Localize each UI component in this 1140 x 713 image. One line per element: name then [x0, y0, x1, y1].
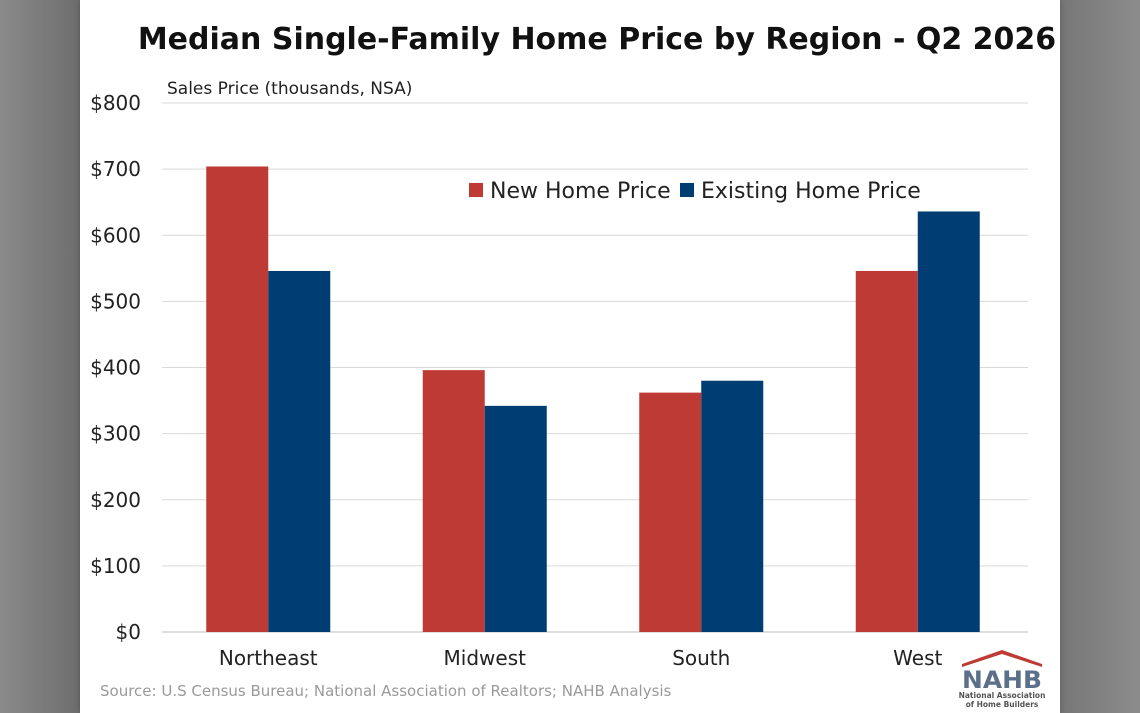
nahb-logo: NAHB National Association of Home Builde…: [959, 650, 1046, 709]
y-axis-ticks: $0 $100 $200 $300 $400 $500 $600 $700 $800: [90, 91, 141, 644]
source-note: Source: U.S Census Bureau; National Asso…: [100, 682, 672, 700]
x-axis-categories: Northeast Midwest South West: [219, 646, 943, 670]
bar-west-existing: [917, 211, 980, 632]
legend: New Home Price Existing Home Price: [469, 179, 921, 204]
bars: [206, 166, 980, 633]
logo-line1: National Association: [959, 691, 1046, 700]
y-tick-label: $200: [90, 488, 141, 512]
y-tick-label: $0: [116, 620, 141, 644]
bar-midwest-new: [422, 370, 485, 632]
bar-northeast-existing: [268, 270, 331, 632]
x-category-label: Midwest: [444, 646, 527, 670]
x-category-label: Northeast: [219, 646, 318, 670]
x-category-label: South: [672, 646, 730, 670]
bar-midwest-existing: [484, 405, 547, 632]
bar-south-new: [639, 392, 702, 632]
y-tick-label: $300: [90, 422, 141, 446]
y-tick-label: $600: [90, 223, 141, 247]
x-category-label: West: [893, 646, 942, 670]
y-tick-label: $700: [90, 157, 141, 181]
y-tick-label: $100: [90, 554, 141, 578]
logo-acronym: NAHB: [962, 666, 1042, 694]
logo-line2: of Home Builders: [966, 700, 1039, 709]
bar-northeast-new: [206, 166, 269, 633]
legend-swatch: [469, 183, 483, 197]
y-axis-label: Sales Price (thousands, NSA): [167, 79, 412, 99]
legend-label: New Home Price: [490, 179, 671, 204]
bar-west-new: [855, 270, 918, 632]
y-tick-label: $500: [90, 289, 141, 313]
legend-label: Existing Home Price: [701, 179, 921, 204]
bar-south-existing: [701, 380, 764, 632]
y-tick-label: $400: [90, 356, 141, 380]
logo-roof: [962, 650, 1042, 667]
chart-title: Median Single-Family Home Price by Regio…: [138, 22, 1056, 57]
legend-swatch: [680, 183, 694, 197]
y-tick-label: $800: [90, 91, 141, 115]
